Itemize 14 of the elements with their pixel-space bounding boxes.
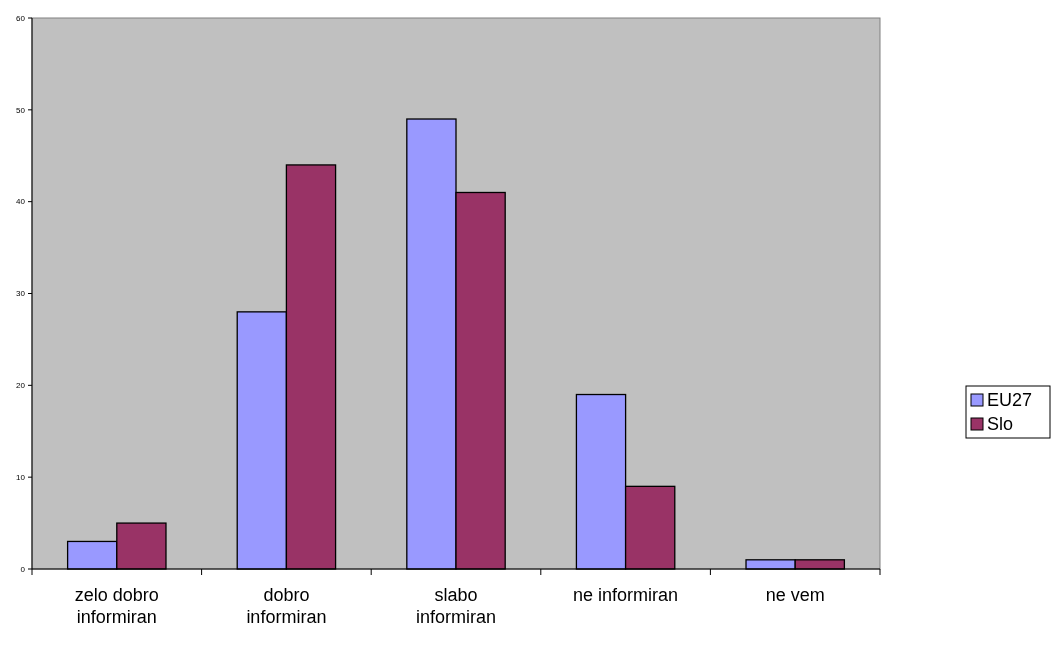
x-tick-label: dobro informiran <box>246 585 327 627</box>
x-tick-label: ne vem <box>765 585 825 605</box>
y-tick-label: 50 <box>16 105 26 115</box>
legend-label: Slo <box>987 414 1014 435</box>
y-tick-label: 60 <box>16 13 26 23</box>
x-tick-label: slabo informiran <box>415 585 497 627</box>
y-tick-label: 30 <box>16 289 26 299</box>
y-tick-label: 10 <box>16 472 26 482</box>
x-tick-label: zelo dobro informiran <box>74 585 159 627</box>
legend-label: EU27 <box>987 390 1033 411</box>
y-tick-label: 40 <box>16 197 26 207</box>
y-tick-label: 20 <box>16 381 26 391</box>
y-tick-label: 0 <box>20 564 26 574</box>
x-tick-label: ne informiran <box>573 585 679 605</box>
